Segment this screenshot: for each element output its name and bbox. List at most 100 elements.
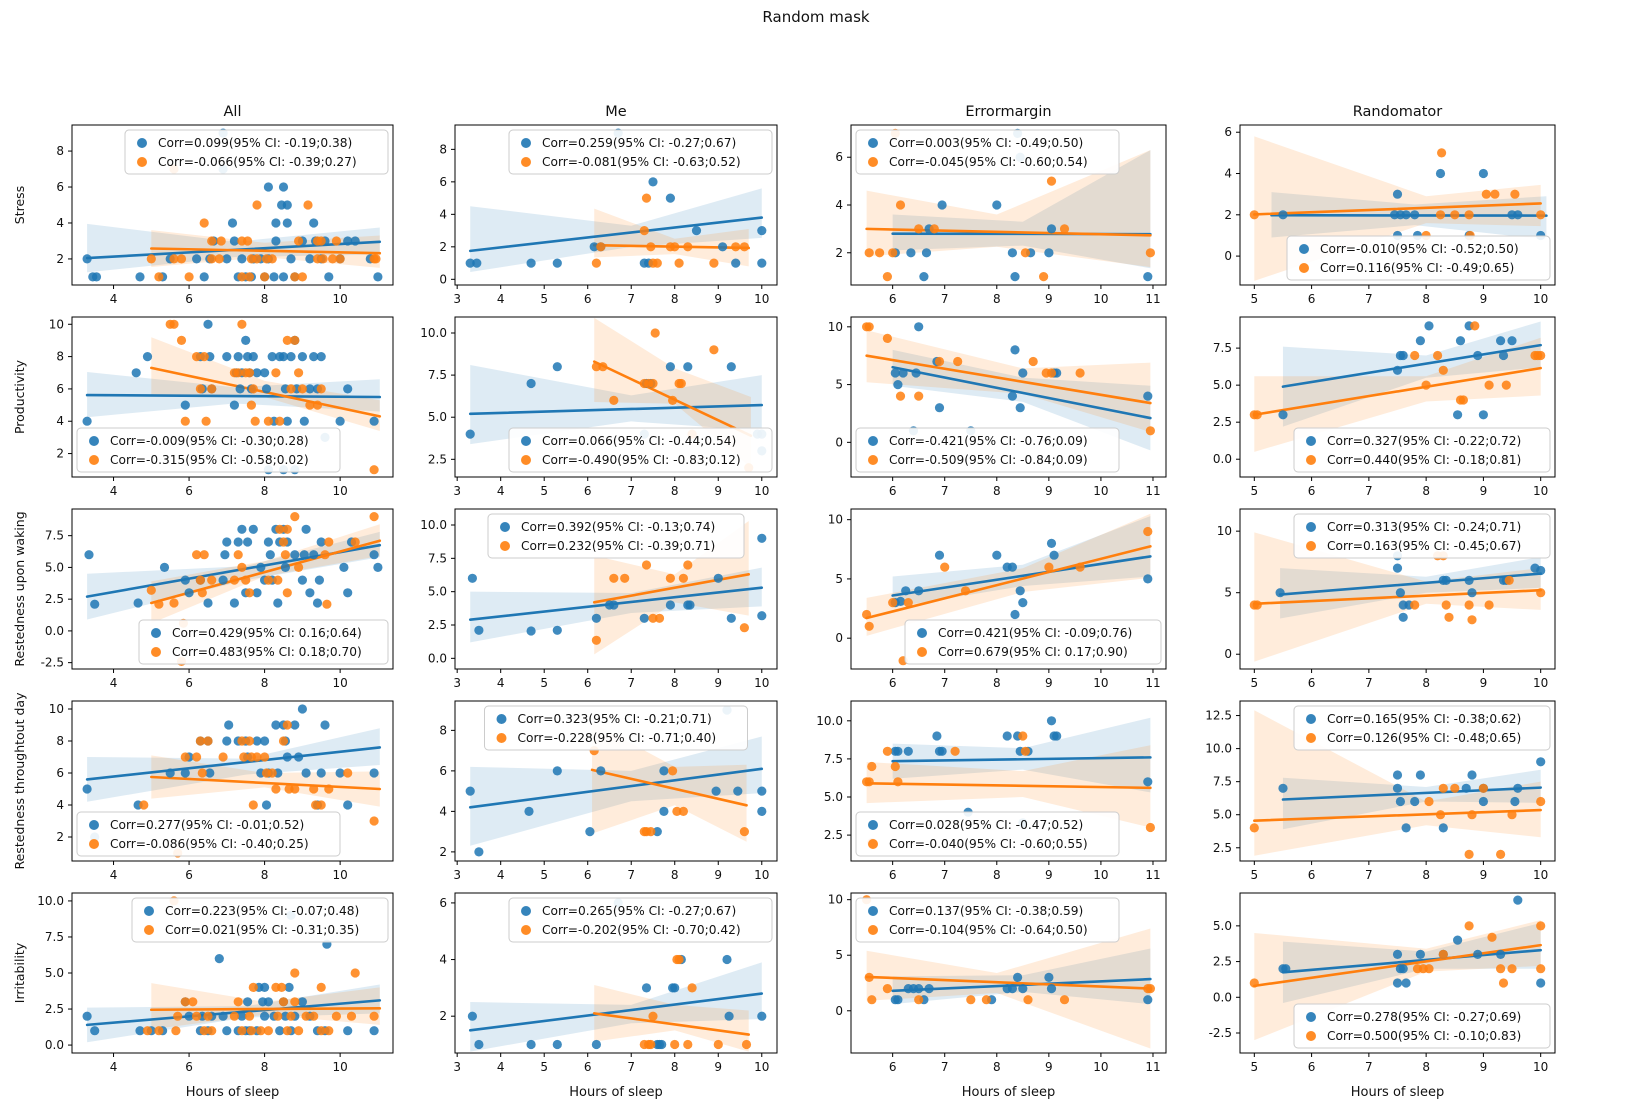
legend-marker <box>1306 436 1316 446</box>
xtick-label: 7 <box>1365 676 1373 690</box>
ytick-label: 5 <box>835 948 843 962</box>
ci-band <box>470 365 762 445</box>
xtick-label: 11 <box>1145 1060 1160 1074</box>
ci-band <box>87 728 380 802</box>
ytick-label: 5.0 <box>1213 919 1232 933</box>
ytick-label: 0.0 <box>1213 990 1232 1004</box>
regression-line <box>85 746 382 781</box>
ci-band <box>892 150 1151 269</box>
scatter-points <box>1278 895 1546 988</box>
xtick-label: 10 <box>1533 1060 1548 1074</box>
xtick-label: 4 <box>110 868 118 882</box>
axes-spines <box>454 508 778 670</box>
legend-label: Corr=-0.040(95% CI: -0.60;0.55) <box>889 837 1088 851</box>
subplot-restedness-throughtout-day-me: 2 4 6 8 3 4 5 6 7 8 9 10 Corr=0.323(95% CI: -0.21;0.… <box>439 700 778 882</box>
legend-label: Corr=-0.228(95% CI: -0.71;0.40) <box>518 731 717 745</box>
ytick-label: 2 <box>439 240 447 254</box>
xtick-label: 6 <box>1308 676 1316 690</box>
xtick-label: 8 <box>261 1060 269 1074</box>
xtick-label: 10 <box>1093 1060 1108 1074</box>
ytick-label: 2 <box>56 830 64 844</box>
regression-line <box>1253 808 1542 822</box>
axes-spines <box>454 316 778 478</box>
xtick-label: 8 <box>671 1060 679 1074</box>
regression-line <box>468 992 764 1032</box>
scatter-points <box>1249 783 1546 860</box>
xtick-label: 9 <box>714 292 722 306</box>
xtick-label: 10 <box>1533 292 1548 306</box>
xaxis-label: Hours of sleep <box>962 1085 1056 1100</box>
xtick-label: 3 <box>453 292 461 306</box>
ci-band <box>594 208 749 267</box>
regression-line <box>865 781 1152 790</box>
col-title: Randomator <box>1353 104 1442 120</box>
xtick-label: 5 <box>1250 484 1258 498</box>
ytick-label: 10 <box>828 320 843 334</box>
axes-spines <box>850 700 1167 862</box>
legend-label: Corr=-0.009(95% CI: -0.30;0.28) <box>110 434 309 448</box>
ci-band <box>87 223 380 273</box>
xtick-label: 7 <box>627 484 635 498</box>
xtick-label: 10 <box>1533 868 1548 882</box>
regression-line <box>150 247 382 255</box>
legend: Corr=0.327(95% CI: -0.22;0.72) Corr=0.440… <box>1293 427 1551 473</box>
subplot-productivity-me: 2.5 5.0 7.5 10.0 3 4 5 6 7 8 9 10 Corr=0.066(95% CI:… <box>420 316 778 498</box>
xtick-label: 4 <box>497 484 505 498</box>
xtick-label: 10 <box>332 1060 347 1074</box>
ytick-label: 2.5 <box>1213 955 1232 969</box>
axes-spines <box>1239 892 1556 1054</box>
xtick-label: 6 <box>1308 292 1316 306</box>
xtick-label: 4 <box>110 484 118 498</box>
xtick-label: 4 <box>497 868 505 882</box>
legend-marker <box>89 820 99 830</box>
xtick-label: 8 <box>993 868 1001 882</box>
legend-marker <box>917 628 927 638</box>
legend: Corr=0.429(95% CI: 0.16;0.64) Corr=0.483(… <box>138 619 389 665</box>
xtick-label: 6 <box>584 1060 592 1074</box>
legend-marker <box>500 541 510 551</box>
row-ylabel: Restedness throughtout day <box>12 692 27 870</box>
ytick-label: 5.0 <box>1213 378 1232 392</box>
ytick-label: 5.0 <box>45 966 64 980</box>
xtick-label: 9 <box>1045 676 1053 690</box>
regression-line <box>1253 588 1542 606</box>
xtick-label: 6 <box>1308 1060 1316 1074</box>
ytick-label: 8 <box>56 144 64 158</box>
row-ylabel: Irritability <box>12 942 27 1003</box>
xtick-label: 8 <box>993 1060 1001 1074</box>
ytick-label: 2.5 <box>1213 415 1232 429</box>
xtick-label: 10 <box>1533 676 1548 690</box>
xtick-label: 10 <box>332 676 347 690</box>
ytick-label: 2.5 <box>428 452 447 466</box>
legend-marker <box>521 925 531 935</box>
axes-spines <box>71 508 394 670</box>
regression-line <box>150 775 382 791</box>
xtick-label: 7 <box>941 484 949 498</box>
regression-line <box>150 1007 382 1012</box>
subplot-restedness-upon-waking-all: -2.5 0.0 2.5 5.0 7.5 4 6 8 10 Corr=0.429(95% CI: … <box>41 508 394 690</box>
ytick-label: 10.0 <box>420 326 447 340</box>
xtick-label: 8 <box>993 292 1001 306</box>
legend-label: Corr=0.028(95% CI: -0.47;0.52) <box>889 818 1083 832</box>
regression-line <box>592 1012 751 1036</box>
xtick-label: 6 <box>584 868 592 882</box>
ytick-label: 0 <box>1224 647 1232 661</box>
ytick-label: 8 <box>439 142 447 156</box>
ytick-label: 0.0 <box>1213 452 1232 466</box>
xtick-label: 9 <box>1045 868 1053 882</box>
scatter-points <box>890 538 1153 620</box>
legend-label: Corr=0.259(95% CI: -0.27;0.67) <box>542 136 736 150</box>
legend-label: Corr=0.126(95% CI: -0.48;0.65) <box>1327 731 1521 745</box>
ytick-label: 7.5 <box>1213 341 1232 355</box>
ytick-label: 8 <box>56 350 64 364</box>
regression-line <box>468 216 764 253</box>
xtick-label: 10 <box>1093 484 1108 498</box>
ytick-label: 8 <box>439 723 447 737</box>
ytick-label: 4 <box>439 804 447 818</box>
axes-spines <box>1239 316 1556 478</box>
xtick-label: 6 <box>1308 868 1316 882</box>
xtick-label: 10 <box>332 868 347 882</box>
regression-line <box>891 365 1152 420</box>
xtick-label: 6 <box>584 484 592 498</box>
